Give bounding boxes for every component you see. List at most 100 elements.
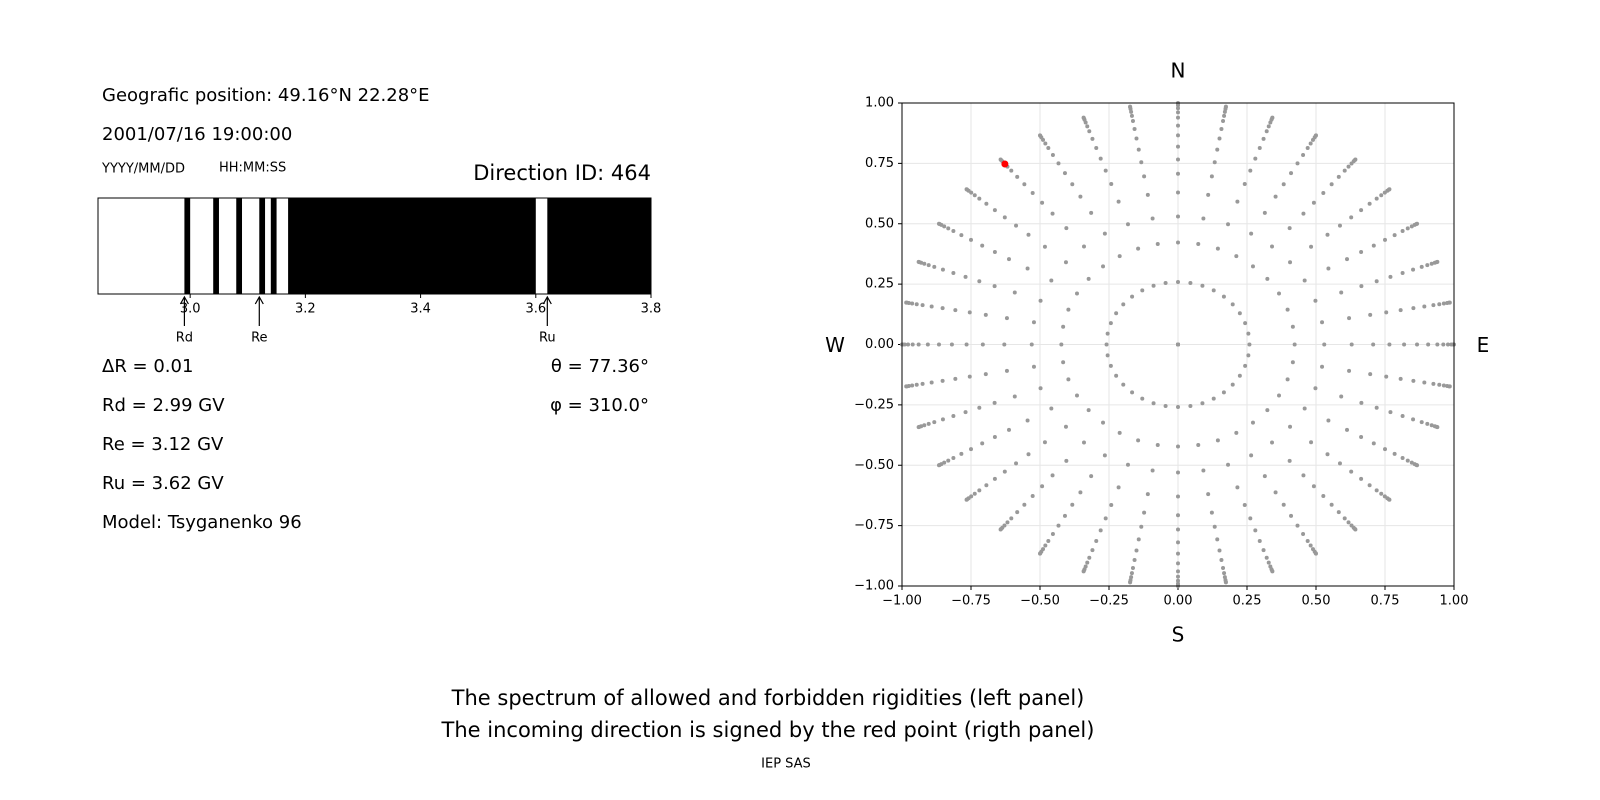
band <box>213 198 219 294</box>
direction-point <box>1441 383 1446 388</box>
direction-point <box>1235 199 1240 204</box>
direction-point <box>1078 490 1083 495</box>
direction-point <box>980 243 985 248</box>
direction-point <box>1114 311 1119 316</box>
direction-point <box>1134 548 1139 553</box>
direction-point <box>1108 321 1113 326</box>
direction-point <box>1264 129 1269 134</box>
direction-point <box>1031 320 1036 325</box>
direction-point <box>1325 232 1330 237</box>
direction-point <box>916 342 921 347</box>
direction-point <box>940 306 945 311</box>
direction-point <box>1050 152 1055 157</box>
direction-point <box>1074 291 1079 296</box>
direction-point <box>1201 216 1206 221</box>
direction-point <box>1030 190 1035 195</box>
direction-point <box>920 381 925 386</box>
direction-point <box>940 267 945 272</box>
plot-frame <box>901 102 1455 587</box>
direction-point <box>1142 174 1147 179</box>
direction-point <box>1309 440 1314 445</box>
angle-text: θ = 77.36° <box>551 356 649 377</box>
direction-point <box>1359 434 1364 439</box>
direction-point <box>1087 129 1092 134</box>
direction-point <box>1002 342 1007 347</box>
direction-point <box>1114 373 1119 378</box>
direction-point <box>1125 462 1130 467</box>
direction-point <box>1329 182 1334 187</box>
direction-point <box>1094 145 1099 150</box>
marker-arrowhead <box>254 295 264 305</box>
direction-point <box>1009 168 1014 173</box>
direction-point <box>1383 447 1387 452</box>
direction-point <box>959 451 964 456</box>
direction-point <box>1176 470 1180 475</box>
direction-point <box>1012 290 1017 295</box>
direction-point <box>1301 532 1306 537</box>
x-tick-label: 3.6 <box>525 302 546 317</box>
direction-point <box>963 410 968 415</box>
direction-point <box>1374 279 1379 284</box>
direction-point <box>1250 264 1255 269</box>
compass-label: S <box>1172 623 1185 647</box>
y-tick-label: −0.25 <box>854 397 894 412</box>
direction-point <box>1215 246 1220 251</box>
direction-point <box>946 458 951 463</box>
direction-point <box>1288 424 1293 429</box>
direction-point <box>1230 302 1235 307</box>
marker-arrowhead <box>179 295 189 305</box>
direction-point <box>1368 312 1373 317</box>
direction-point <box>1176 574 1180 579</box>
direction-point <box>1188 404 1193 409</box>
direction-point <box>1301 211 1306 216</box>
direction-point <box>1305 145 1310 150</box>
direction-point <box>1139 524 1144 529</box>
direction-point <box>936 221 941 226</box>
direction-point <box>1070 182 1075 187</box>
direction-point <box>1128 104 1133 109</box>
direction-point <box>1196 443 1201 448</box>
direction-point <box>1081 244 1086 249</box>
direction-point <box>1176 115 1180 120</box>
direction-point <box>1176 527 1180 532</box>
direction-point <box>1062 171 1067 176</box>
direction-point <box>904 384 909 389</box>
direction-point <box>983 372 988 377</box>
direction-point <box>969 237 973 242</box>
direction-point <box>1359 284 1364 289</box>
direction-point <box>1290 324 1295 329</box>
direction-point <box>1383 237 1387 242</box>
direction-point <box>1426 342 1431 347</box>
direction-point <box>1435 425 1440 430</box>
direction-point <box>1261 136 1266 141</box>
compass-label: N <box>1171 59 1186 83</box>
direction-point <box>1211 396 1216 401</box>
direction-point <box>1176 513 1180 518</box>
y-tick-label: 0.00 <box>865 337 894 352</box>
direction-point <box>1405 226 1410 231</box>
direction-point <box>1242 182 1247 187</box>
direction-point <box>1221 294 1226 299</box>
direction-point <box>1302 406 1307 411</box>
direction-point <box>1090 548 1095 553</box>
direction-point <box>1130 119 1135 124</box>
direction-point <box>1064 226 1069 231</box>
direction-point <box>1387 342 1392 347</box>
direction-point <box>1130 390 1135 395</box>
direction-point <box>1132 558 1137 563</box>
direction-point <box>1320 320 1325 325</box>
direction-point <box>1326 266 1331 271</box>
direction-point <box>1311 200 1316 205</box>
direction-point <box>916 425 921 430</box>
direction-point <box>964 187 969 192</box>
direction-point <box>1248 516 1253 521</box>
direction-point <box>1046 539 1051 544</box>
direction-point <box>1374 196 1379 201</box>
direction-point <box>1349 342 1354 347</box>
direction-point <box>1379 491 1384 496</box>
direction-point <box>984 201 989 206</box>
y-tick-label: 0.50 <box>865 216 894 231</box>
direction-point <box>1089 210 1094 215</box>
direction-point <box>1314 551 1318 556</box>
direction-point <box>1089 474 1094 479</box>
